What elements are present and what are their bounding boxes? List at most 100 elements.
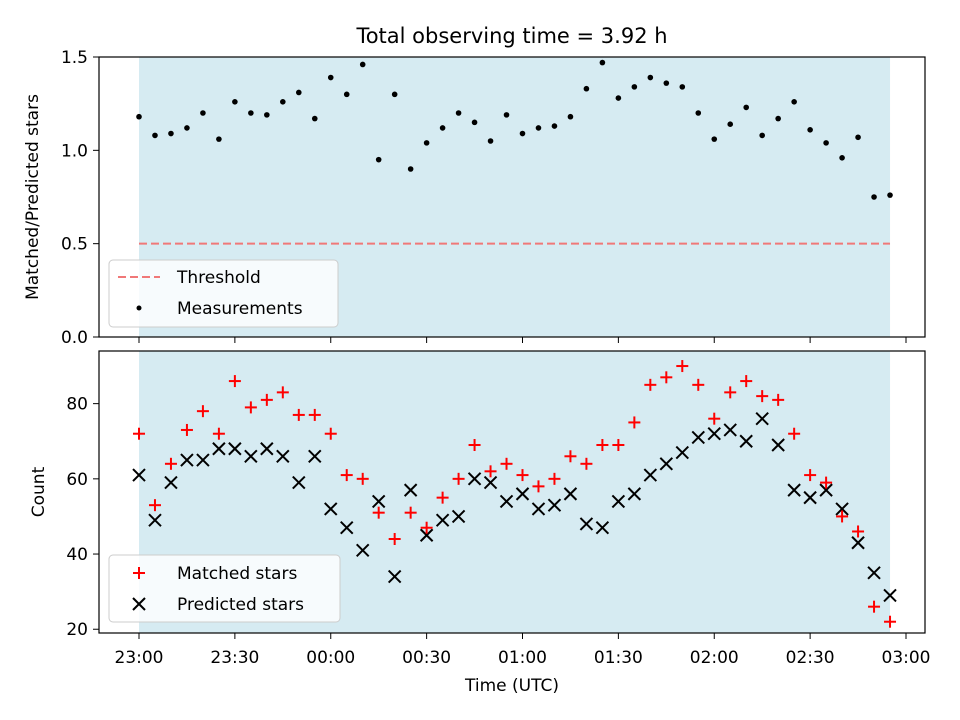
matched-star-point (756, 390, 769, 403)
matched-star-point (820, 476, 833, 489)
measurement-point (839, 155, 845, 161)
predicted-star-point (547, 498, 562, 512)
legend-threshold-label: Threshold (176, 268, 261, 288)
matched-star-point (468, 439, 481, 451)
matched-star-point (788, 427, 801, 440)
count-panel: 20 40 60 80 23:00 23:30 00:00 00:30 01:00 01:30 0… (29, 350, 931, 696)
measurement-point (551, 123, 558, 129)
matched-star-point (628, 416, 641, 429)
count-x-tick-label: 02:00 (690, 648, 739, 668)
count-x-tick-label: 23:00 (115, 648, 164, 668)
count-x-tick-label: 00:00 (306, 648, 355, 668)
matched-star-point (372, 506, 385, 519)
matched-star-point (420, 521, 433, 534)
predicted-star-point (340, 521, 354, 535)
predicted-star-point (579, 517, 594, 531)
matched-star-point (228, 375, 241, 388)
matched-star-point (148, 499, 161, 512)
matched-star-point (724, 386, 737, 399)
matched-star-point (324, 427, 337, 440)
matched-star-point (244, 401, 257, 414)
legend-predicted-swatch (132, 597, 146, 611)
matched-star-point (804, 469, 817, 482)
measurement-point (807, 127, 813, 133)
predicted-star-point (196, 453, 210, 467)
measurement-point (280, 99, 286, 105)
measurement-point (168, 130, 174, 137)
predicted-star-point (691, 430, 705, 445)
measurement-point (823, 140, 829, 146)
measurement-point (519, 130, 526, 137)
measurement-point (359, 61, 366, 68)
ratio-y-tick-label: 0.5 (61, 235, 88, 255)
measurement-point (375, 156, 382, 163)
matched-star-point (356, 472, 369, 485)
predicted-star-point (851, 536, 865, 550)
predicted-star-point (627, 487, 642, 501)
legend-predicted-label: Predicted stars (177, 595, 304, 615)
predicted-star-point (707, 427, 721, 441)
measurement-point (663, 80, 670, 86)
predicted-star-point (164, 475, 178, 490)
matched-star-point (676, 360, 689, 373)
predicted-star-point (787, 483, 801, 497)
predicted-star-point (883, 588, 897, 603)
matched-star-point (260, 393, 273, 406)
measurement-point (487, 138, 494, 144)
matched-star-point (212, 427, 225, 440)
matched-star-point (452, 472, 465, 485)
measurement-point (775, 115, 781, 122)
matched-star-point (404, 506, 417, 519)
legend-measurements-swatch (136, 305, 142, 311)
predicted-star-point (819, 483, 833, 497)
ratio-y-tick-label: 1.5 (61, 48, 88, 68)
matched-star-point (532, 480, 545, 493)
matched-star-point (500, 457, 513, 470)
measurement-point (136, 113, 142, 120)
measurement-point (184, 125, 190, 131)
predicted-star-point (308, 449, 322, 463)
matched-star-point (340, 469, 353, 482)
measurement-point (695, 110, 702, 116)
measurement-point (343, 91, 350, 98)
measurement-point (295, 89, 302, 96)
count-x-tick-label: 02:30 (786, 648, 835, 668)
predicted-star-point (244, 449, 258, 463)
measurement-point (216, 136, 222, 142)
measurement-point (743, 104, 750, 111)
matched-star-point (884, 615, 897, 628)
count-x-tick-label: 00:30 (402, 648, 451, 668)
predicted-star-point (515, 487, 530, 501)
count-x-tick-label: 23:30 (210, 648, 259, 668)
measurement-point (647, 74, 654, 81)
predicted-star-point (228, 442, 242, 456)
predicted-star-point (403, 483, 418, 497)
matched-star-point (292, 408, 305, 421)
count-y-tick-label: 60 (66, 470, 88, 490)
legend-measurements-label: Measurements (177, 299, 303, 319)
measurement-point (679, 84, 686, 90)
measurement-point (232, 99, 238, 105)
matched-star-point (164, 457, 177, 470)
predicted-star-point (739, 434, 753, 448)
measurement-point (631, 84, 638, 90)
measurement-point (264, 112, 270, 118)
ratio-legend-box (108, 259, 339, 328)
count-y-tick-label: 40 (66, 545, 88, 565)
matched-star-point (836, 510, 849, 523)
measurement-point (535, 125, 542, 131)
matched-star-point (708, 412, 721, 425)
predicted-star-point (771, 438, 785, 452)
measurement-point (855, 134, 861, 141)
ratio-y-axis-label: Matched/Predicted stars (23, 94, 43, 300)
measurement-point (248, 110, 254, 116)
predicted-star-point (611, 494, 626, 509)
matched-star-point (436, 491, 449, 504)
predicted-star-point (467, 472, 482, 486)
matched-star-point (740, 375, 753, 388)
predicted-star-point (419, 528, 434, 542)
count-x-tick-label: 01:00 (498, 648, 547, 668)
count-x-tick-label: 03:00 (882, 648, 931, 668)
predicted-star-point (132, 468, 146, 482)
measurement-point (567, 113, 574, 120)
